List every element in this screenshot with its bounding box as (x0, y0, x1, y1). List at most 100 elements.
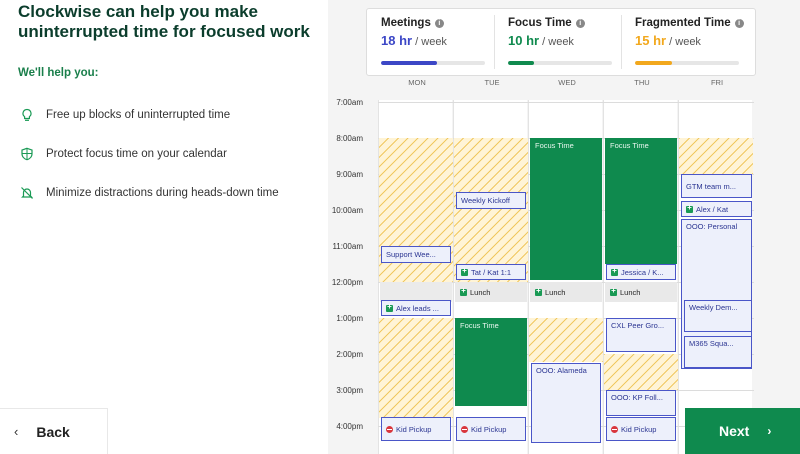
add-icon (611, 266, 618, 276)
feature-label: Minimize distractions during heads-down … (46, 187, 279, 199)
lunch-event[interactable]: Lunch (455, 282, 527, 302)
page-title: Clockwise can help you make uninterrupte… (18, 2, 310, 41)
divider (494, 15, 495, 69)
info-icon[interactable]: i (734, 18, 744, 28)
time-label: 11:00am (332, 242, 363, 251)
lightbulb-icon (20, 108, 34, 122)
day-header: THU (634, 78, 650, 87)
stat-value: 18 hr (381, 33, 413, 48)
hour-line (378, 102, 754, 103)
stat-value: 15 hr (635, 33, 667, 48)
progress-fill (381, 61, 438, 65)
event-label: Alex / Kat (696, 204, 729, 214)
time-label: 4:00pm (336, 422, 363, 431)
chevron-right-icon: › (767, 424, 772, 438)
meeting-event[interactable]: Jessica / K... (606, 264, 676, 280)
focus-time-event[interactable]: Focus Time (605, 138, 677, 264)
info-icon[interactable]: i (434, 18, 444, 28)
stat-meetings: Meetings i 18 hr / week (367, 9, 493, 75)
event-label: M365 Squa... (689, 339, 734, 348)
event-label: Kid Pickup (471, 424, 507, 434)
bell-off-icon (20, 186, 34, 200)
progress-fill (635, 61, 673, 65)
progress-fill (508, 61, 534, 65)
meeting-event[interactable]: Tat / Kat 1:1 (456, 264, 526, 280)
event-label: OOO: KP Foll... (611, 393, 663, 402)
meeting-event[interactable]: Kid Pickup (381, 417, 451, 441)
feature-item: Protect focus time on your calendar (20, 147, 227, 161)
time-label: 7:00am (336, 98, 363, 107)
event-label: OOO: Personal (686, 222, 738, 231)
blocked-icon (386, 425, 393, 433)
meeting-event[interactable]: Alex leads ... (381, 300, 451, 316)
chevron-left-icon: ‹ (14, 424, 19, 439)
progress-bar (381, 61, 485, 65)
time-label: 1:00pm (336, 314, 363, 323)
time-label: 12:00pm (331, 278, 363, 287)
focus-time-event[interactable]: Focus Time (530, 138, 602, 280)
add-icon (610, 286, 617, 296)
stat-title: Fragmented Time (635, 17, 731, 29)
fragmented-block (679, 138, 753, 174)
meeting-event[interactable]: GTM team m... (681, 174, 752, 198)
event-label: Alex leads ... (396, 303, 439, 313)
info-icon[interactable]: i (575, 18, 585, 28)
meeting-event[interactable]: Kid Pickup (606, 417, 676, 441)
stat-unit: / week (669, 36, 701, 48)
add-icon (535, 286, 542, 296)
add-icon (461, 266, 468, 276)
feature-label: Protect focus time on your calendar (46, 148, 227, 160)
meeting-event[interactable]: Alex / Kat (681, 201, 752, 217)
empty-slot (380, 282, 452, 302)
event-label: Weekly Dem... (689, 303, 738, 312)
stat-fragmented-time: Fragmented Time i 15 hr / week (621, 9, 755, 75)
divider (621, 15, 622, 69)
meeting-event[interactable]: Kid Pickup (456, 417, 526, 441)
progress-bar (635, 61, 739, 65)
event-label: Kid Pickup (621, 424, 657, 434)
time-label: 8:00am (336, 134, 363, 143)
stat-unit: / week (542, 36, 574, 48)
meeting-event[interactable]: CXL Peer Gro... (606, 318, 676, 352)
focus-time-event[interactable]: Focus Time (455, 318, 527, 406)
meeting-event[interactable]: Weekly Dem... (684, 300, 752, 332)
meeting-event[interactable]: Weekly Kickoff (456, 192, 526, 209)
meeting-event[interactable]: Support Wee... (381, 246, 451, 263)
next-button[interactable]: Next › (685, 408, 800, 454)
event-label: GTM team m... (686, 181, 737, 191)
feature-item: Minimize distractions during heads-down … (20, 186, 279, 200)
back-label: Back (36, 423, 70, 440)
stat-title: Meetings (381, 17, 431, 29)
fragmented-block (604, 354, 678, 390)
time-label: 10:00am (331, 206, 363, 215)
event-label: Tat / Kat 1:1 (471, 267, 512, 277)
blocked-icon (611, 425, 618, 433)
event-label: CXL Peer Gro... (611, 321, 665, 330)
lunch-event[interactable]: Lunch (530, 282, 602, 302)
add-icon (386, 302, 393, 312)
next-label: Next (719, 423, 750, 439)
time-stats-card: Meetings i 18 hr / week Focus Time i 10 hr… (366, 8, 756, 76)
stat-title: Focus Time (508, 17, 572, 29)
stat-value: 10 hr (508, 33, 540, 48)
day-header: FRI (710, 78, 724, 87)
time-label: 2:00pm (336, 350, 363, 359)
day-header: TUE (484, 78, 500, 87)
meeting-event[interactable]: M365 Squa... (684, 336, 752, 368)
meeting-event[interactable]: OOO: Alameda (531, 363, 601, 443)
event-label: Support Wee... (386, 250, 436, 259)
fragmented-block (529, 318, 603, 362)
add-icon (686, 203, 693, 213)
stat-focus-time: Focus Time i 10 hr / week (494, 9, 620, 75)
day-header: MON (408, 78, 426, 87)
event-label: OOO: Alameda (536, 366, 587, 375)
help-label: We'll help you: (18, 67, 99, 79)
progress-bar (508, 61, 612, 65)
back-button[interactable]: ‹ Back (0, 408, 108, 454)
event-label: Lunch (470, 287, 491, 297)
lunch-event[interactable]: Lunch (605, 282, 677, 302)
shield-icon (20, 147, 34, 161)
meeting-event[interactable]: OOO: KP Foll... (606, 390, 676, 416)
day-header: WED (558, 78, 576, 87)
